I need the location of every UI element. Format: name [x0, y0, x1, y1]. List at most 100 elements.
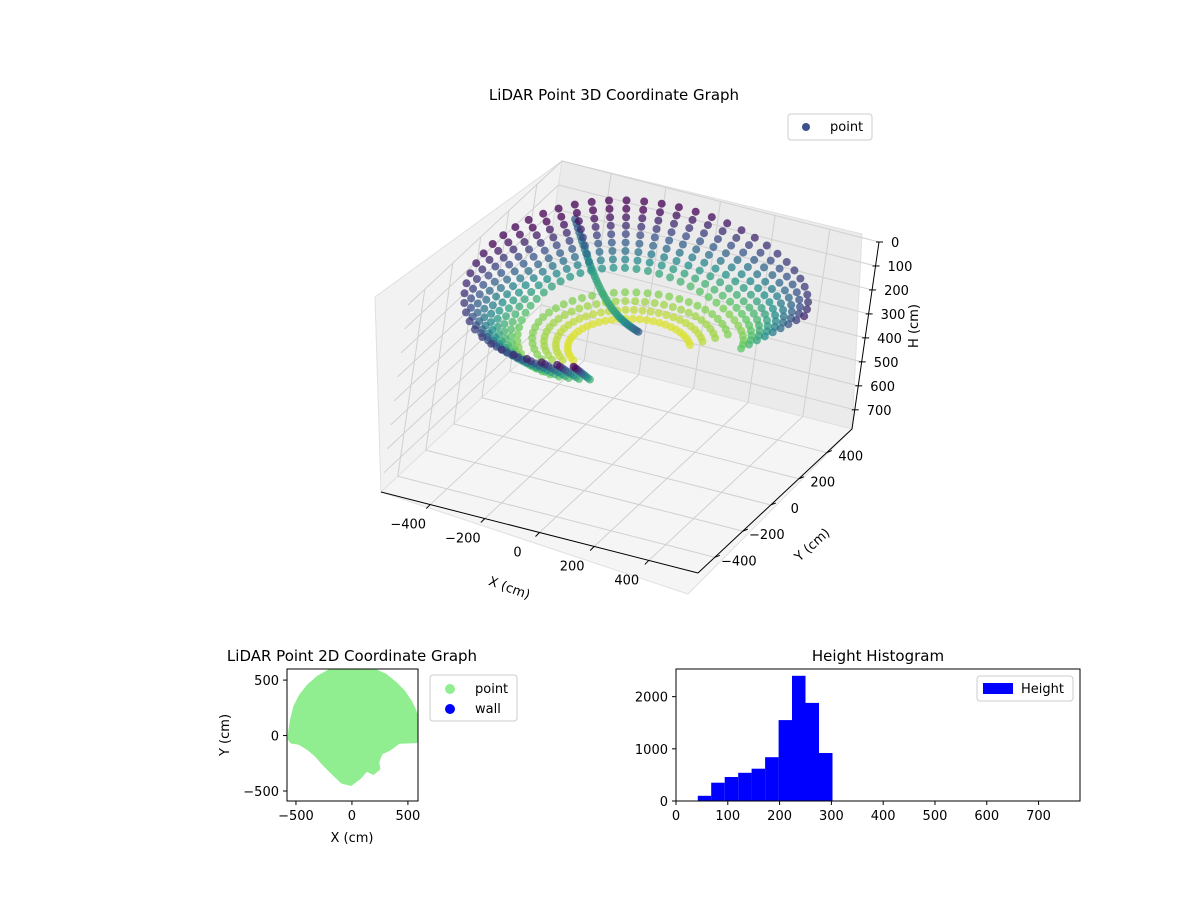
point-3d-225 [589, 310, 598, 319]
point-3d-256 [460, 289, 469, 298]
point-3d-516 [497, 345, 506, 354]
point-3d-569 [569, 362, 578, 371]
point-3d-89 [559, 257, 568, 265]
point-3d-24 [657, 199, 666, 208]
legend-2d-point-marker [445, 684, 455, 694]
point-3d-237 [727, 263, 736, 272]
point-3d-19 [542, 217, 551, 226]
point-3d-246 [721, 270, 730, 279]
point-3d-114 [598, 264, 607, 273]
point-3d-258 [517, 316, 526, 325]
point-3d-100 [519, 259, 528, 268]
x-tick-label-hist-1: 100 [715, 809, 740, 824]
point-3d-62 [636, 231, 645, 240]
x-tick-label-hist-0: 0 [672, 809, 680, 824]
point-3d-171 [704, 250, 713, 259]
point-3d-126 [566, 272, 575, 281]
legend-2d: point wall [429, 674, 518, 722]
point-3d-41 [622, 221, 630, 230]
point-cloud-3d [460, 196, 813, 384]
z-tick-label-3d-1: 100 [888, 260, 913, 275]
point-3d-61 [581, 241, 589, 250]
point-3d-174 [666, 273, 675, 282]
point-3d-47 [654, 216, 663, 225]
histogram-title: Height Histogram [812, 647, 944, 665]
legend-histogram-label: Height [1021, 682, 1064, 697]
point-3d-12 [572, 208, 581, 217]
point-3d-202 [631, 297, 640, 306]
point-3d-79 [494, 246, 503, 255]
point-3d-65 [568, 244, 577, 253]
point-3d-199 [485, 286, 494, 295]
point-3d-204 [526, 301, 535, 310]
x-tick-label-hist-3: 300 [819, 809, 844, 824]
point-3d-230 [650, 299, 659, 308]
point-3d-439 [558, 356, 567, 365]
point-3d-32 [576, 225, 585, 234]
y-tick-label-hist-0: 0 [660, 795, 668, 810]
point-3d-177 [559, 300, 568, 309]
histogram-bar-9 [819, 753, 833, 801]
z-tick-label-3d-7: 700 [867, 404, 892, 419]
point-3d-532 [768, 328, 777, 337]
y-tick-label-3d-0: −400 [721, 554, 757, 569]
point-3d-301 [718, 291, 727, 300]
point-3d-20 [590, 214, 599, 223]
point-3d-540 [784, 320, 793, 329]
point-3d-7 [554, 204, 563, 213]
grid-y-floor-2 [453, 423, 771, 506]
x-tick-mark-3d-2 [535, 532, 540, 537]
point-3d-66 [525, 245, 533, 254]
point-3d-136 [632, 265, 641, 273]
plot-area-2d: −500 0 500 −500 0 500 [243, 668, 420, 824]
point-3d-155 [737, 226, 746, 235]
grid-y-wall-2 [453, 236, 482, 424]
point-3d-148 [547, 282, 556, 291]
point-3d-262 [646, 307, 655, 316]
point-3d-479 [787, 300, 796, 309]
point-3d-191 [583, 302, 592, 311]
point-3d-70 [509, 245, 518, 254]
point-3d-8 [622, 196, 631, 205]
point-3d-122 [576, 269, 585, 278]
legend-histogram-frame [976, 675, 1074, 702]
y-axis-label-2d: Y (cm) [218, 714, 233, 757]
point-3d-210 [545, 308, 553, 317]
point-3d-118 [524, 267, 533, 275]
point-3d-198 [575, 304, 584, 313]
point-3d-207 [567, 307, 576, 316]
x-tick-label-hist-6: 600 [974, 809, 999, 824]
z-tick-label-3d-0: 0 [891, 236, 899, 251]
point-3d-76 [667, 228, 676, 237]
point-3d-153 [688, 253, 697, 262]
point-3d-35 [638, 214, 647, 223]
point-3d-102 [682, 232, 691, 241]
point-3d-125 [621, 263, 629, 272]
point-3d-187 [721, 249, 730, 258]
grid-x-floor-2 [539, 388, 694, 533]
histogram-bar-7 [792, 675, 806, 801]
grid-y-wall-1 [425, 263, 454, 451]
point-3d-197 [676, 277, 685, 286]
plot-frame-2d [286, 668, 419, 802]
point-3d-85 [707, 213, 716, 222]
point-3d-40 [515, 230, 524, 239]
point-3d-508 [804, 298, 813, 307]
point-3d-144 [644, 267, 652, 275]
legend-2d-wall-label: wall [475, 702, 501, 717]
point-3d-277 [654, 309, 663, 318]
point-3d-244 [511, 310, 520, 319]
point-3d-150 [521, 281, 530, 290]
point-3d-82 [570, 253, 579, 261]
point-3d-158 [578, 294, 586, 302]
point-3d-215 [515, 302, 524, 311]
point-3d-154 [588, 291, 597, 300]
grid-z-right-6 [541, 304, 859, 387]
point-3d-418 [757, 304, 766, 312]
point-3d-59 [594, 239, 603, 248]
x-tick-mark-3d-3 [589, 546, 595, 551]
point-3d-280 [635, 315, 644, 324]
point-3d-226 [733, 256, 742, 264]
point-3d-44 [592, 231, 601, 240]
point-3d-322 [739, 284, 748, 292]
